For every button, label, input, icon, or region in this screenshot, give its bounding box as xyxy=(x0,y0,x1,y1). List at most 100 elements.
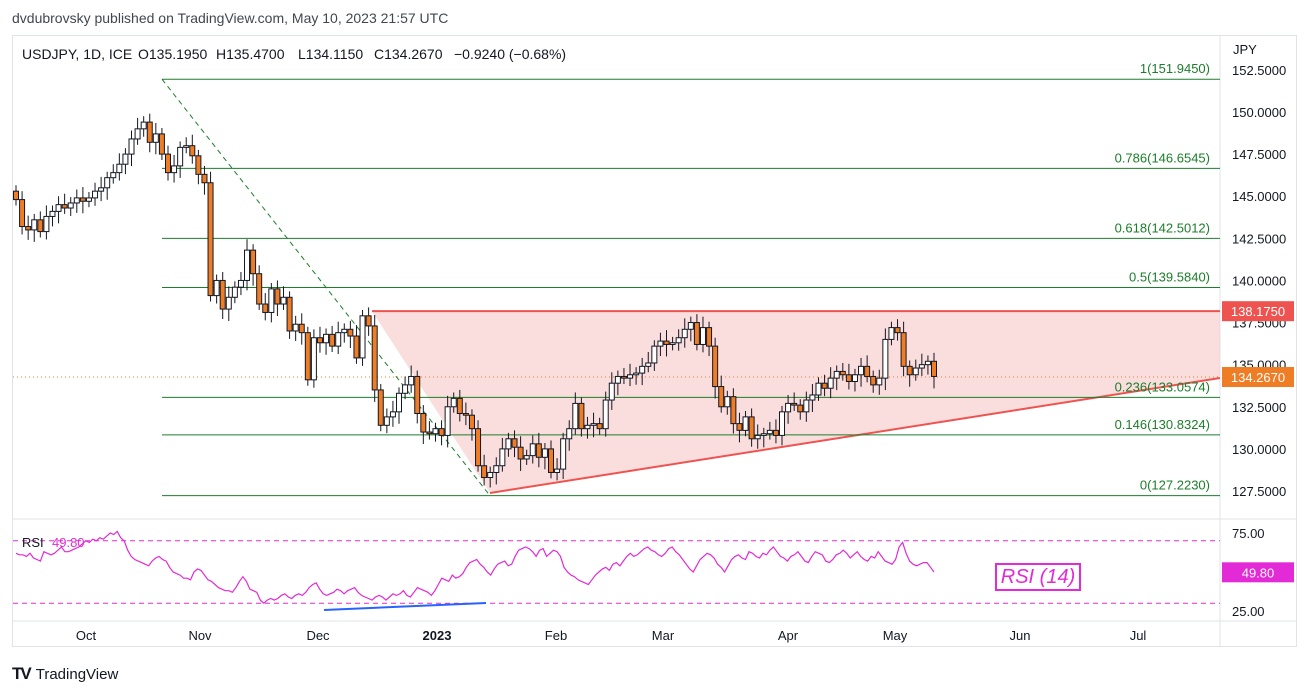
candle-body xyxy=(827,377,834,389)
candle-body xyxy=(189,145,196,157)
candle-body xyxy=(633,372,640,376)
candle-body xyxy=(104,177,111,189)
chart-frame[interactable] xyxy=(12,35,1297,647)
candle-body xyxy=(627,374,634,379)
rsi-tick-label: 75.00 xyxy=(1232,526,1265,541)
brand-name: TradingView xyxy=(35,665,119,683)
candle-body xyxy=(554,468,561,473)
candle-body xyxy=(408,375,415,386)
publisher-line: dvdubrovsky published on TradingView.com… xyxy=(12,10,449,26)
candle-body xyxy=(450,397,457,408)
candle-body xyxy=(316,337,323,344)
candle-body xyxy=(748,416,755,440)
rsi-badge-bg xyxy=(1222,562,1294,583)
candle-body xyxy=(858,365,865,376)
tradingview-logo[interactable]: TV TradingView xyxy=(12,664,118,684)
candle-body xyxy=(67,202,74,209)
candle-body xyxy=(280,296,287,305)
y-tick-label: 152.5000 xyxy=(1232,63,1286,78)
legend-open: O135.1950 xyxy=(138,46,207,62)
candle-body xyxy=(560,438,567,470)
candle-body xyxy=(760,433,767,436)
candle-body xyxy=(383,416,390,426)
candle-body xyxy=(304,332,311,381)
candle-body xyxy=(164,153,171,174)
candle-body xyxy=(620,375,627,379)
candle-body xyxy=(201,173,208,184)
fib-level-label: 0(127.2230) xyxy=(1140,478,1210,493)
candle-body xyxy=(645,362,652,367)
candle-body xyxy=(736,423,743,431)
candle-body xyxy=(639,365,646,374)
candle-body xyxy=(256,273,263,305)
candle-body xyxy=(766,429,773,435)
y-tick-label: 147.5000 xyxy=(1232,147,1286,162)
candle-body xyxy=(608,382,615,401)
legend-high: H135.4700 xyxy=(216,46,285,62)
candle-body xyxy=(870,375,877,386)
candle-body xyxy=(809,394,816,401)
candle-body xyxy=(432,428,439,435)
candle-body xyxy=(529,443,536,457)
candle-body xyxy=(882,338,889,379)
candle-body xyxy=(359,315,366,359)
rsi-label: RSI xyxy=(22,535,44,550)
fib-level-label: 0.236(133.0574) xyxy=(1115,379,1210,394)
candle-body xyxy=(365,315,372,327)
candle-body xyxy=(851,374,858,383)
candle-body xyxy=(742,416,749,431)
candle-body xyxy=(900,332,907,367)
candle-body xyxy=(541,448,548,458)
x-tick-label: Dec xyxy=(306,628,330,643)
candle-body xyxy=(134,128,141,140)
candle-body xyxy=(511,438,518,448)
candle-body xyxy=(475,428,482,467)
candle-body xyxy=(931,360,937,377)
y-tick-label: 140.0000 xyxy=(1232,273,1286,288)
candle-body xyxy=(25,226,32,231)
candle-body xyxy=(876,377,883,386)
fib-level-label: 0.146(130.8324) xyxy=(1115,417,1210,432)
candle-body xyxy=(833,370,840,379)
candle-body xyxy=(517,446,524,460)
candle-body xyxy=(298,323,305,334)
fib-level-label: 0.618(142.5012) xyxy=(1115,220,1210,235)
candle-body xyxy=(262,303,269,313)
candle-body xyxy=(122,153,129,165)
candle-body xyxy=(213,279,220,297)
rsi-line xyxy=(15,530,935,605)
candle-body xyxy=(602,399,609,430)
legend-symbol: USDJPY, 1D, ICE xyxy=(22,46,132,62)
candle-body xyxy=(329,333,336,347)
candle-body xyxy=(414,375,421,415)
candle-body xyxy=(31,219,38,231)
rsi-badge: 49.80 xyxy=(1242,565,1275,580)
candle-body xyxy=(286,296,293,332)
candle-body xyxy=(140,121,147,130)
candle-body xyxy=(426,431,433,435)
candle-body xyxy=(292,323,299,332)
candle-body xyxy=(377,389,384,426)
candle-body xyxy=(754,434,761,440)
price-badge: 134.2670 xyxy=(1231,370,1285,385)
candle-body xyxy=(110,172,117,179)
candle-body xyxy=(797,404,804,413)
candle-body xyxy=(146,121,153,143)
fib-level-label: 1(151.9450) xyxy=(1140,61,1210,76)
candle-body xyxy=(116,163,123,174)
candle-body xyxy=(310,337,317,381)
legend-close: C134.2670 xyxy=(374,46,443,62)
candle-body xyxy=(98,187,105,192)
tradingview-icon: TV xyxy=(12,664,32,683)
legend-low: L134.1150 xyxy=(298,46,363,62)
y-tick-label: 132.5000 xyxy=(1232,400,1286,415)
candle-body xyxy=(912,367,919,376)
candle-body xyxy=(584,424,591,430)
candle-body xyxy=(505,438,512,450)
candle-body xyxy=(845,374,852,383)
candle-body xyxy=(785,402,792,413)
candle-body xyxy=(669,342,676,345)
candle-body xyxy=(523,455,530,460)
legend-change: −0.9240 (−0.68%) xyxy=(454,46,566,62)
